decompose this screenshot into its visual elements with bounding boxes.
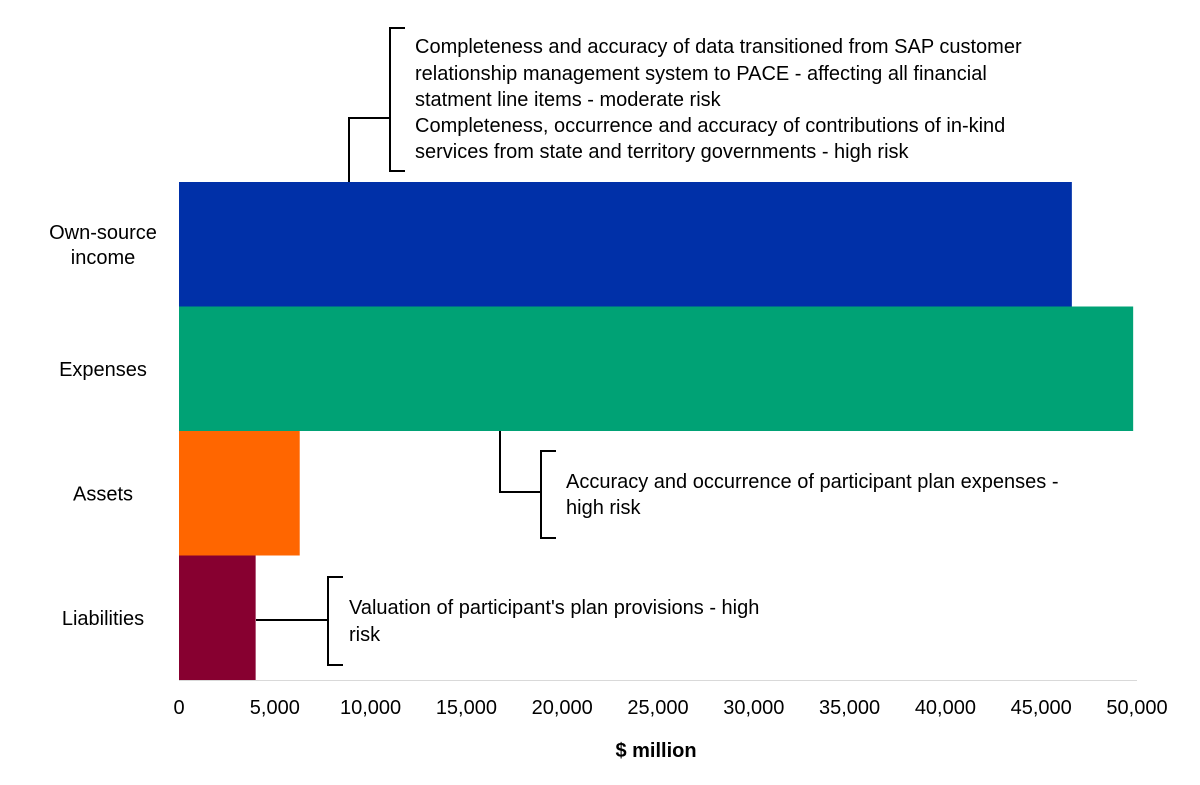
annotation-line: relationship management system to PACE -… [415,63,987,85]
x-tick-label: 20,000 [532,697,593,719]
bar-liabilities [179,555,256,680]
bars-layer [179,182,1134,680]
annotation-bracket [389,27,405,172]
annotation-line: Accuracy and occurrence of participant p… [566,471,1059,493]
x-tick-label: 5,000 [250,697,300,719]
x-tick-label: 25,000 [627,697,688,719]
annotation-connector [348,117,390,182]
category-label-expenses: Expenses [59,359,147,381]
x-tick-labels: 0 5,000 10,000 15,000 20,000 25,000 30,000 35,0… [173,697,1167,719]
annotation-bracket [327,576,343,666]
annotation-line: Completeness and accuracy of data transi… [415,36,1022,58]
x-tick-label: 50,000 [1106,697,1167,719]
category-label-assets: Assets [73,483,133,505]
annotation-line: statment line items - moderate risk [415,89,722,111]
annotation-line: Valuation of participant's plan provisio… [349,597,759,619]
annotation-bracket [540,450,556,539]
x-tick-label: 0 [173,697,184,719]
annotation-line: high risk [566,497,641,519]
annotation-own-source-income: Completeness and accuracy of data transi… [348,27,1022,182]
category-labels: Own-source income Expenses Assets Liabilitie… [49,222,157,630]
category-label-liabilities: Liabilities [62,608,144,630]
annotation-connector [499,431,541,493]
x-tick-label: 30,000 [723,697,784,719]
x-tick-label: 35,000 [819,697,880,719]
x-tick-label: 15,000 [436,697,497,719]
annotation-expenses: Accuracy and occurrence of participant p… [499,431,1059,539]
bar-expenses [179,306,1134,431]
x-tick-label: 45,000 [1011,697,1072,719]
x-tick-label: 10,000 [340,697,401,719]
category-label-own-source-income: Own-source [49,222,157,244]
annotation-line: risk [349,624,381,646]
x-axis-title: $ million [615,740,696,762]
annotation-line: Completeness, occurrence and accuracy of… [415,115,1005,137]
x-tick-label: 40,000 [915,697,976,719]
bar-own-source-income [179,182,1072,307]
bar-assets [179,431,300,556]
category-label-own-source-income: income [71,247,135,269]
annotation-liabilities: Valuation of participant's plan provisio… [256,576,759,666]
annotation-line: services from state and territory govern… [415,141,910,163]
